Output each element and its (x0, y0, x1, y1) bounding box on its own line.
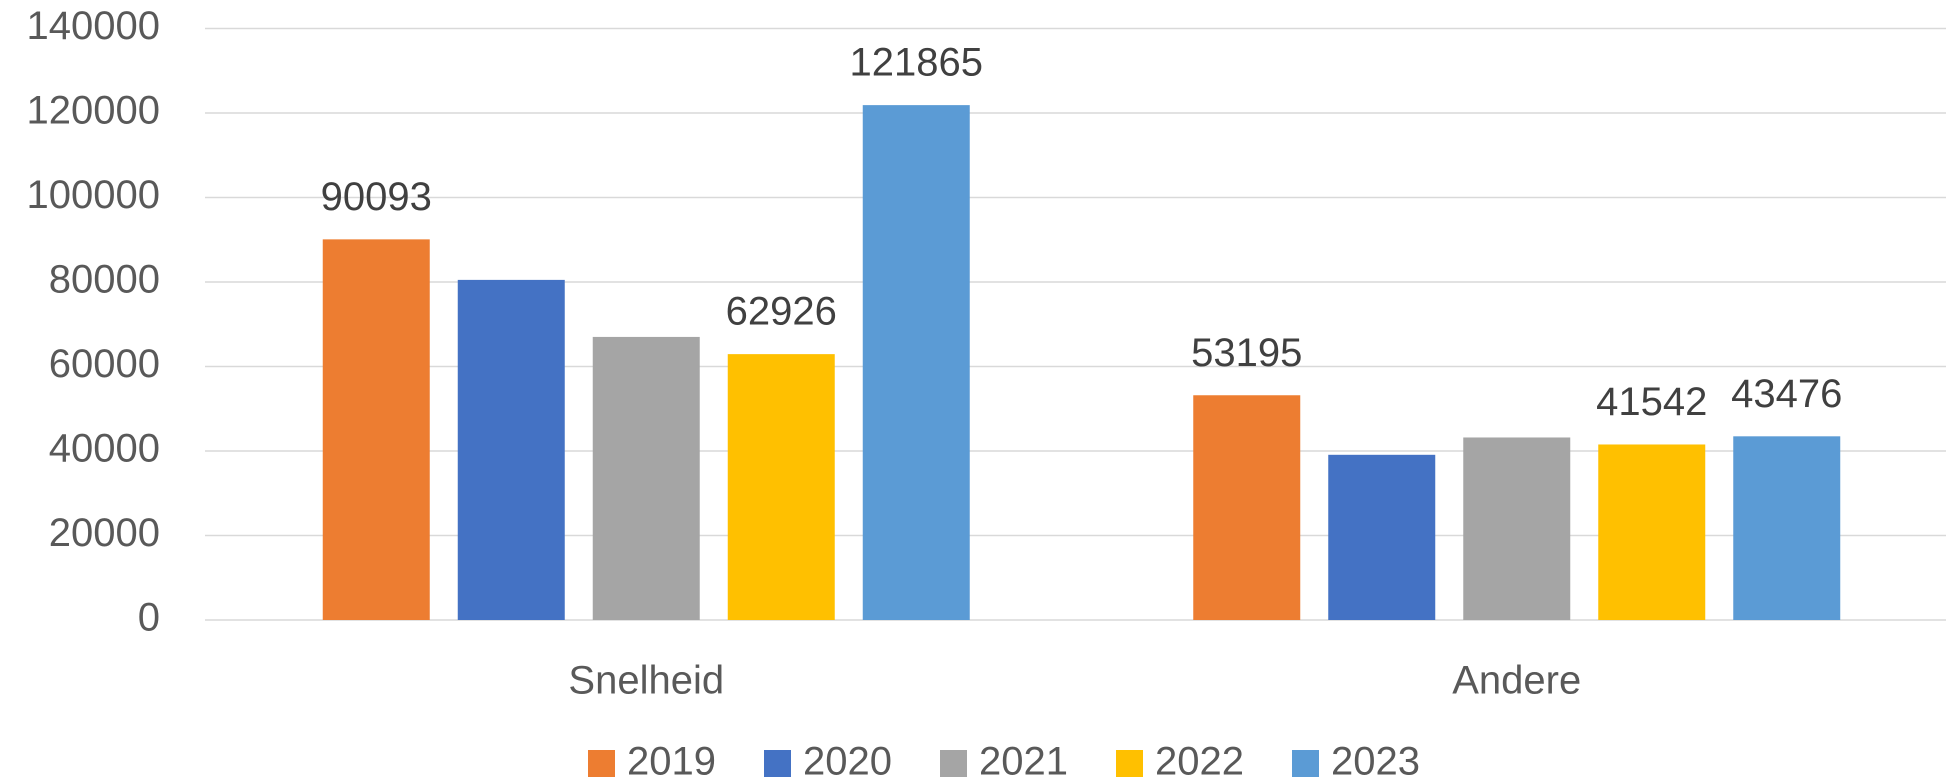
bar (1463, 437, 1571, 620)
legend-swatch (764, 750, 791, 777)
data-label: 62926 (726, 290, 837, 334)
data-label: 41542 (1596, 380, 1707, 424)
data-label: 121865 (850, 41, 983, 85)
x-tick-label: Andere (1452, 659, 1581, 703)
bar (862, 105, 970, 621)
y-tick-label: 80000 (49, 258, 160, 302)
legend-label: 2021 (979, 740, 1068, 781)
bar (592, 336, 700, 620)
x-tick-label: Snelheid (568, 659, 724, 703)
y-tick-label: 60000 (49, 342, 160, 386)
bar (1598, 444, 1706, 620)
data-label: 43476 (1731, 372, 1842, 416)
legend-label: 2022 (1155, 740, 1244, 781)
bar (1193, 395, 1301, 620)
legend-swatch (588, 750, 615, 777)
data-label: 90093 (321, 175, 432, 219)
bar (1328, 454, 1436, 620)
legend-swatch (1292, 750, 1319, 777)
bar (727, 354, 835, 620)
y-tick-label: 120000 (27, 89, 160, 133)
y-tick-label: 20000 (49, 511, 160, 555)
y-tick-label: 0 (138, 596, 160, 640)
bar (322, 239, 430, 621)
data-label: 53195 (1191, 331, 1302, 375)
bar (457, 279, 565, 620)
y-tick-label: 100000 (27, 173, 160, 217)
legend-label: 2019 (627, 740, 716, 781)
legend-swatch (940, 750, 967, 777)
y-tick-label: 140000 (27, 4, 160, 48)
bar (1733, 436, 1841, 620)
y-tick-label: 40000 (49, 427, 160, 471)
legend-label: 2023 (1331, 740, 1420, 781)
legend-label: 2020 (803, 740, 892, 781)
legend-swatch (1116, 750, 1143, 777)
